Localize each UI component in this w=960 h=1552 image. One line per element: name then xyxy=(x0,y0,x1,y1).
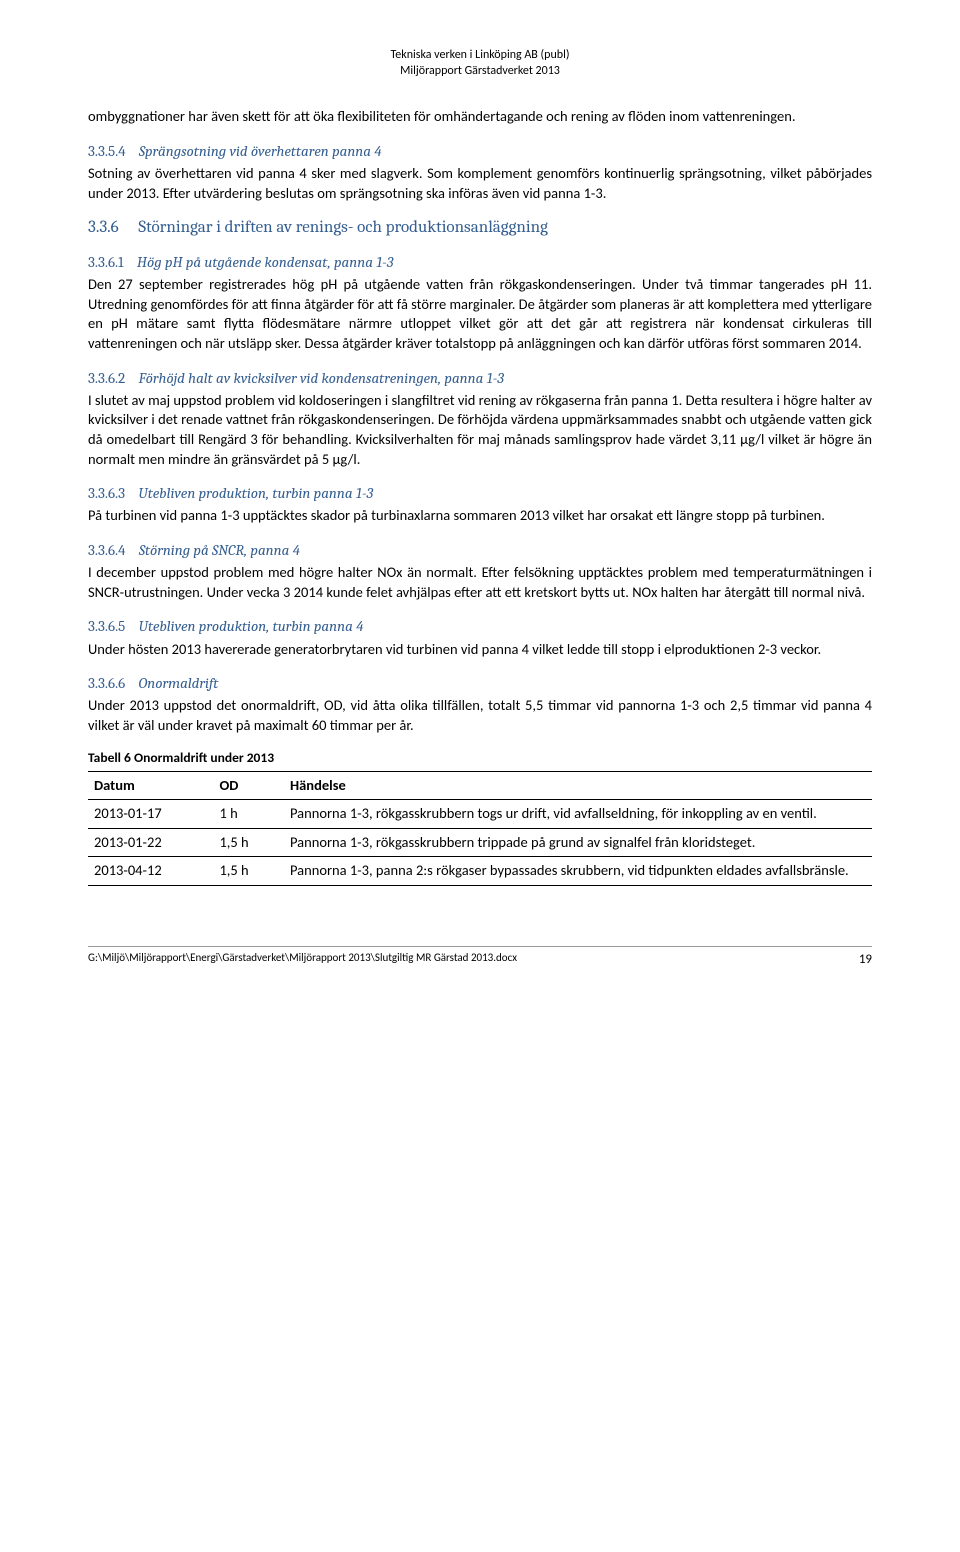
heading-3366: 3.3.6.6 Onormaldrift xyxy=(88,673,872,693)
table-row: 2013-04-12 1,5 h Pannorna 1-3, panna 2:s… xyxy=(88,857,872,886)
header-line-1: Tekniska verken i Linköping AB (publ) xyxy=(88,48,872,64)
heading-num: 3.3.6.6 xyxy=(88,674,125,692)
heading-3361: 3.3.6.1 Hög pH på utgående kondensat, pa… xyxy=(88,252,872,272)
table-row: 2013-01-17 1 h Pannorna 1-3, rökgasskrub… xyxy=(88,800,872,829)
page-footer: G:\Miljö\Miljörapport\Energi\Gärstadverk… xyxy=(88,946,872,969)
col-datum: Datum xyxy=(88,771,213,800)
heading-3364: 3.3.6.4 Störning på SNCR, panna 4 xyxy=(88,540,872,560)
cell-datum: 2013-04-12 xyxy=(88,857,213,886)
heading-num: 3.3.6.4 xyxy=(88,541,126,559)
body-3365: Under hösten 2013 havererade generatorbr… xyxy=(88,640,872,660)
intro-paragraph: ombyggnationer har även skett för att ök… xyxy=(88,107,872,127)
footer-page-number: 19 xyxy=(859,951,872,969)
cell-handelse: Pannorna 1-3, rökgasskrubbern trippade p… xyxy=(284,828,872,857)
cell-od: 1,5 h xyxy=(213,828,284,857)
body-3361: Den 27 september registrerades hög pH på… xyxy=(88,275,872,353)
col-handelse: Händelse xyxy=(284,771,872,800)
cell-od: 1,5 h xyxy=(213,857,284,886)
heading-num: 3.3.6.1 xyxy=(88,253,124,271)
heading-num: 3.3.6.2 xyxy=(88,369,125,387)
footer-path: G:\Miljö\Miljörapport\Energi\Gärstadverk… xyxy=(88,951,517,969)
heading-title: Störning på SNCR, panna 4 xyxy=(139,541,300,559)
body-3354: Sotning av överhettaren vid panna 4 sker… xyxy=(88,164,872,203)
heading-title: Sprängsotning vid överhettaren panna 4 xyxy=(139,142,382,160)
heading-title: Utebliven produktion, turbin panna 4 xyxy=(139,617,364,635)
heading-num: 3.3.5.4 xyxy=(88,142,126,160)
heading-3365: 3.3.6.5 Utebliven produktion, turbin pan… xyxy=(88,616,872,636)
table-header-row: Datum OD Händelse xyxy=(88,771,872,800)
heading-title: Utebliven produktion, turbin panna 1-3 xyxy=(138,484,373,502)
heading-num: 3.3.6.5 xyxy=(88,617,125,635)
body-3364: I december uppstod problem med högre hal… xyxy=(88,563,872,602)
heading-num: 3.3.6 xyxy=(88,218,119,237)
doc-header: Tekniska verken i Linköping AB (publ) Mi… xyxy=(88,48,872,79)
body-3366: Under 2013 uppstod det onormaldrift, OD,… xyxy=(88,696,872,735)
heading-336: 3.3.6 Störningar i driften av renings- o… xyxy=(88,217,872,240)
heading-3362: 3.3.6.2 Förhöjd halt av kvicksilver vid … xyxy=(88,368,872,388)
heading-3363: 3.3.6.3 Utebliven produktion, turbin pan… xyxy=(88,483,872,503)
cell-handelse: Pannorna 1-3, rökgasskrubbern togs ur dr… xyxy=(284,800,872,829)
heading-title: Förhöjd halt av kvicksilver vid kondensa… xyxy=(139,369,504,387)
heading-3354: 3.3.5.4 Sprängsotning vid överhettaren p… xyxy=(88,141,872,161)
heading-title: Störningar i driften av renings- och pro… xyxy=(138,218,547,237)
onormaldrift-table: Datum OD Händelse 2013-01-17 1 h Pannorn… xyxy=(88,771,872,886)
heading-num: 3.3.6.3 xyxy=(88,484,125,502)
cell-datum: 2013-01-17 xyxy=(88,800,213,829)
header-line-2: Miljörapport Gärstadverket 2013 xyxy=(88,64,872,80)
table-row: 2013-01-22 1,5 h Pannorna 1-3, rökgasskr… xyxy=(88,828,872,857)
cell-od: 1 h xyxy=(213,800,284,829)
table-caption: Tabell 6 Onormaldrift under 2013 xyxy=(88,749,872,767)
cell-datum: 2013-01-22 xyxy=(88,828,213,857)
heading-title: Hög pH på utgående kondensat, panna 1-3 xyxy=(137,253,393,271)
body-3363: På turbinen vid panna 1-3 upptäcktes ska… xyxy=(88,506,872,526)
heading-title: Onormaldrift xyxy=(139,674,219,692)
body-3362: I slutet av maj uppstod problem vid kold… xyxy=(88,391,872,469)
cell-handelse: Pannorna 1-3, panna 2:s rökgaser bypassa… xyxy=(284,857,872,886)
col-od: OD xyxy=(213,771,284,800)
